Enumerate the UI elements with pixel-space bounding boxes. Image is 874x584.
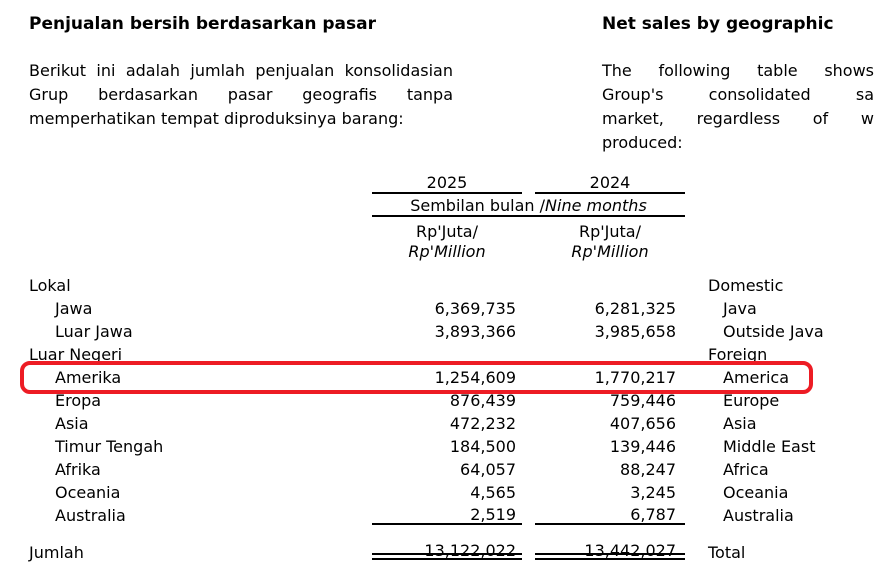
value-2025: 3,893,366 bbox=[434, 322, 516, 341]
unit-label-rpmillion-2025: Rp'Million bbox=[408, 242, 486, 261]
row-label-en: Domestic bbox=[708, 276, 784, 295]
sales-table-body: Lokal Domestic Jawa 6,369,735 6,281,325 … bbox=[0, 274, 874, 564]
column-header-2024: 2024 bbox=[535, 174, 685, 194]
paragraph-line: produced: bbox=[602, 133, 683, 152]
row-label-id: Luar Jawa bbox=[55, 322, 133, 341]
period-label-indonesian: Sembilan bulan / bbox=[410, 196, 546, 215]
value-2025: 6,369,735 bbox=[434, 299, 516, 318]
spacer bbox=[0, 527, 874, 541]
row-label-id: Luar Negeri bbox=[29, 345, 123, 364]
row-label-id: Lokal bbox=[29, 276, 71, 295]
value-2024: 6,787 bbox=[535, 504, 685, 525]
row-label-en: Middle East bbox=[723, 437, 816, 456]
value-2024: 3,245 bbox=[630, 483, 676, 502]
paragraph-line: memperhatikan tempat diproduksinya baran… bbox=[29, 109, 404, 128]
section-heading-english: Net sales by geographic bbox=[602, 14, 834, 34]
value-2025: 876,439 bbox=[449, 391, 516, 410]
unit-label-rpjuta-2024: Rp'Juta/ bbox=[579, 222, 641, 241]
unit-label-rpjuta-2025: Rp'Juta/ bbox=[416, 222, 478, 241]
paragraph-line: The following table shows bbox=[602, 61, 874, 80]
row-australia: Australia 2,519 6,787 Australia bbox=[0, 504, 874, 527]
paragraph-line: Berikut ini adalah jumlah penjualan kons… bbox=[29, 61, 453, 80]
row-luar-negeri: Luar Negeri Foreign bbox=[0, 343, 874, 366]
row-label-en: Asia bbox=[723, 414, 757, 433]
value-2025: 4,565 bbox=[470, 483, 516, 502]
row-asia: Asia 472,232 407,656 Asia bbox=[0, 412, 874, 435]
row-total: Jumlah 13,122,022 13,442,027 Total bbox=[0, 541, 874, 564]
row-label-id: Oceania bbox=[55, 483, 121, 502]
value-2025: 1,254,609 bbox=[434, 368, 516, 387]
row-jawa: Jawa 6,369,735 6,281,325 Java bbox=[0, 297, 874, 320]
intro-paragraph-indonesian: Berikut ini adalah jumlah penjualan kons… bbox=[29, 59, 453, 131]
row-label-id: Afrika bbox=[55, 460, 101, 479]
row-label-id: Asia bbox=[55, 414, 89, 433]
paragraph-line: market, regardless of w bbox=[602, 109, 874, 128]
row-label-en: Foreign bbox=[708, 345, 768, 364]
paragraph-line: Grup berdasarkan pasar geografis tanpa bbox=[29, 85, 453, 104]
row-label-id: Australia bbox=[55, 506, 126, 525]
paragraph-line: Group's consolidated sa bbox=[602, 85, 874, 104]
row-amerika-highlighted: Amerika 1,254,609 1,770,217 America bbox=[0, 366, 874, 389]
row-label-en: Oceania bbox=[723, 483, 789, 502]
row-label-id: Timur Tengah bbox=[55, 437, 164, 456]
row-label-id: Amerika bbox=[55, 368, 122, 387]
value-2024: 88,247 bbox=[620, 460, 676, 479]
value-2024: 1,770,217 bbox=[594, 368, 676, 387]
section-heading-indonesian: Penjualan bersih berdasarkan pasar bbox=[29, 14, 376, 34]
row-eropa: Eropa 876,439 759,446 Europe bbox=[0, 389, 874, 412]
unit-label-rpmillion-2024: Rp'Million bbox=[571, 242, 649, 261]
row-label-en: Outside Java bbox=[723, 322, 824, 341]
row-label-en: Australia bbox=[723, 506, 794, 525]
total-value-2024: 13,442,027 bbox=[535, 541, 685, 560]
total-value-2025: 13,122,022 bbox=[372, 541, 522, 560]
row-label-id: Jawa bbox=[55, 299, 93, 318]
total-label-id: Jumlah bbox=[29, 543, 84, 562]
period-label-english: Nine months bbox=[545, 196, 647, 215]
value-2025: 64,057 bbox=[460, 460, 516, 479]
row-label-en: America bbox=[723, 368, 789, 387]
intro-paragraph-english: The following table shows Group's consol… bbox=[602, 59, 874, 155]
row-label-en: Africa bbox=[723, 460, 769, 479]
period-header: Sembilan bulan /Nine months bbox=[372, 197, 685, 217]
row-afrika: Afrika 64,057 88,247 Africa bbox=[0, 458, 874, 481]
row-label-id: Eropa bbox=[55, 391, 102, 410]
value-2025: 472,232 bbox=[449, 414, 516, 433]
row-label-en: Europe bbox=[723, 391, 780, 410]
value-2025: 2,519 bbox=[372, 504, 522, 525]
row-lokal: Lokal Domestic bbox=[0, 274, 874, 297]
row-label-en: Java bbox=[723, 299, 757, 318]
row-oceania: Oceania 4,565 3,245 Oceania bbox=[0, 481, 874, 504]
value-2024: 407,656 bbox=[609, 414, 676, 433]
value-2024: 759,446 bbox=[609, 391, 676, 410]
row-luar-jawa: Luar Jawa 3,893,366 3,985,658 Outside Ja… bbox=[0, 320, 874, 343]
value-2024: 6,281,325 bbox=[594, 299, 676, 318]
row-timur-tengah: Timur Tengah 184,500 139,446 Middle East bbox=[0, 435, 874, 458]
column-header-2025: 2025 bbox=[372, 174, 522, 194]
total-label-en: Total bbox=[708, 543, 746, 562]
value-2024: 139,446 bbox=[609, 437, 676, 456]
value-2025: 184,500 bbox=[449, 437, 516, 456]
value-2024: 3,985,658 bbox=[594, 322, 676, 341]
